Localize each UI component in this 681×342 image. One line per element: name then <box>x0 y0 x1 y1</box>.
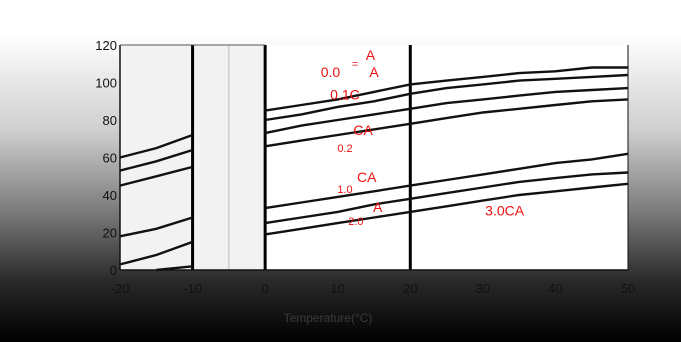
x-tick-label: -10 <box>183 281 202 296</box>
curve-label: 0.2 <box>337 143 352 155</box>
series-line <box>119 148 193 172</box>
y-tick-label: 0 <box>110 263 117 278</box>
y-axis-tick-labels: 0 20 40 60 80 100 120 <box>95 38 117 278</box>
curve-label: 2.0 <box>348 216 363 228</box>
curve-label: 3.0CA <box>485 203 525 219</box>
curve-label: 1.0 <box>337 184 352 196</box>
x-tick-label: 20 <box>403 281 417 296</box>
x-tick-label: -20 <box>111 281 130 296</box>
y-tick-label: 60 <box>103 151 117 166</box>
y-tick-label: 120 <box>95 38 117 53</box>
x-tick-label: 30 <box>476 281 490 296</box>
series-line <box>264 182 629 236</box>
curve-label: A <box>369 64 379 80</box>
series-line <box>264 171 629 225</box>
series-line <box>119 240 194 266</box>
series-line <box>264 73 629 122</box>
curve-label: A <box>373 199 383 215</box>
x-tick-label: 40 <box>548 281 562 296</box>
curve-label: CA <box>357 169 377 185</box>
curve-label: CA <box>353 122 373 138</box>
plot-area-right <box>265 45 628 270</box>
curve-label: 0.1C <box>330 86 360 102</box>
series-line <box>264 152 629 210</box>
series-line <box>264 86 629 135</box>
series-line <box>119 216 193 238</box>
curve-label: = <box>352 59 358 71</box>
series-line <box>264 66 628 112</box>
vertical-lines <box>191 45 412 270</box>
x-tick-label: 10 <box>330 281 344 296</box>
x-axis-tick-labels: -20 -10 0 10 20 30 40 50 <box>111 281 636 296</box>
series-curves <box>119 66 629 272</box>
plot-frame <box>119 44 629 271</box>
x-tick-label: 50 <box>621 281 635 296</box>
y-tick-label: 40 <box>103 188 117 203</box>
series-line <box>119 133 194 159</box>
x-axis-title: Temperature(°C) <box>284 311 373 325</box>
y-tick-label: 20 <box>103 226 117 241</box>
curve-label: 0.0 <box>321 64 341 80</box>
series-line <box>264 98 629 148</box>
y-tick-label: 80 <box>103 113 117 128</box>
y-tick-label: 100 <box>95 76 117 91</box>
x-tick-label: 0 <box>262 281 269 296</box>
curve-label: A <box>366 47 376 63</box>
series-line <box>119 165 193 187</box>
